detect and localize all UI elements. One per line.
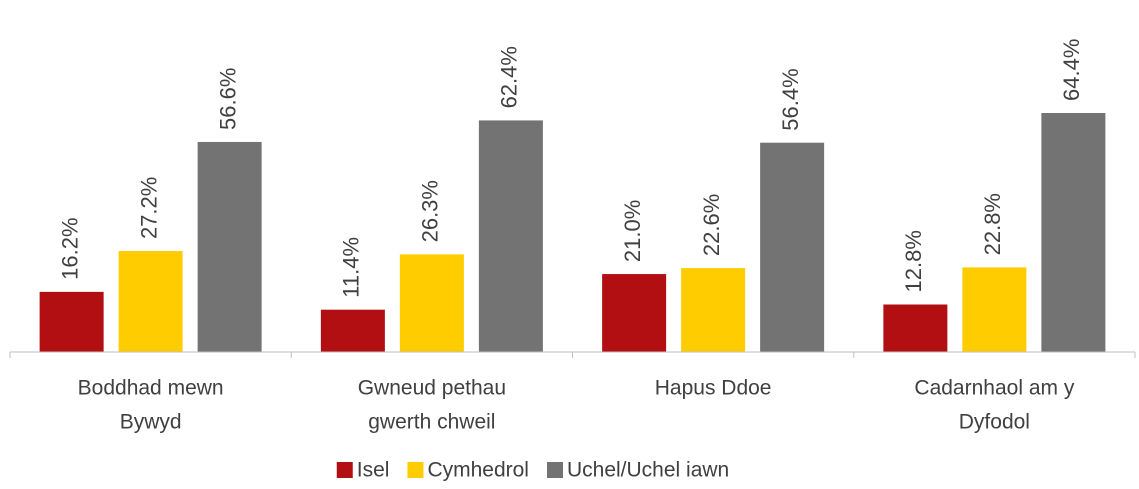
legend-swatch (336, 462, 353, 478)
bar (39, 291, 104, 352)
bar (883, 304, 948, 352)
legend-swatch (407, 462, 424, 478)
bar (478, 120, 543, 352)
bar (1041, 113, 1106, 352)
legend-label: Cymhedrol (427, 459, 529, 482)
bar (320, 309, 385, 352)
data-label: 21.0% (620, 200, 645, 262)
bar (681, 268, 746, 352)
x-tick-label: Hapus Ddoe (655, 377, 772, 400)
bar (118, 251, 183, 352)
data-label: 22.6% (699, 194, 724, 256)
bar (760, 142, 825, 352)
x-tick-label: Bywyd (120, 411, 182, 434)
bar (197, 141, 262, 352)
data-label: 56.6% (215, 68, 240, 130)
legend-swatch (546, 462, 563, 478)
x-tick-label: Cadarnhaol am y (914, 377, 1074, 400)
data-label: 64.4% (1059, 39, 1084, 101)
data-label: 11.4% (339, 237, 364, 298)
legend-label: Uchel/Uchel iawn (567, 459, 729, 482)
data-label: 62.4% (497, 46, 522, 108)
data-label: 26.3% (418, 180, 443, 242)
bar (602, 274, 667, 352)
data-label: 22.8% (980, 193, 1005, 255)
data-label: 56.4% (778, 68, 803, 130)
data-label: 12.8% (901, 230, 926, 292)
bar (962, 267, 1027, 352)
legend-label: Isel (357, 459, 390, 482)
x-tick-label: gwerth chweil (368, 411, 495, 434)
data-label: 27.2% (136, 177, 161, 239)
data-label: 16.2% (57, 217, 82, 279)
x-tick-label: Boddhad mewn (78, 377, 224, 400)
x-tick-label: Gwneud pethau (358, 377, 506, 400)
x-tick-label: Dyfodol (959, 411, 1030, 434)
bar (399, 254, 464, 352)
